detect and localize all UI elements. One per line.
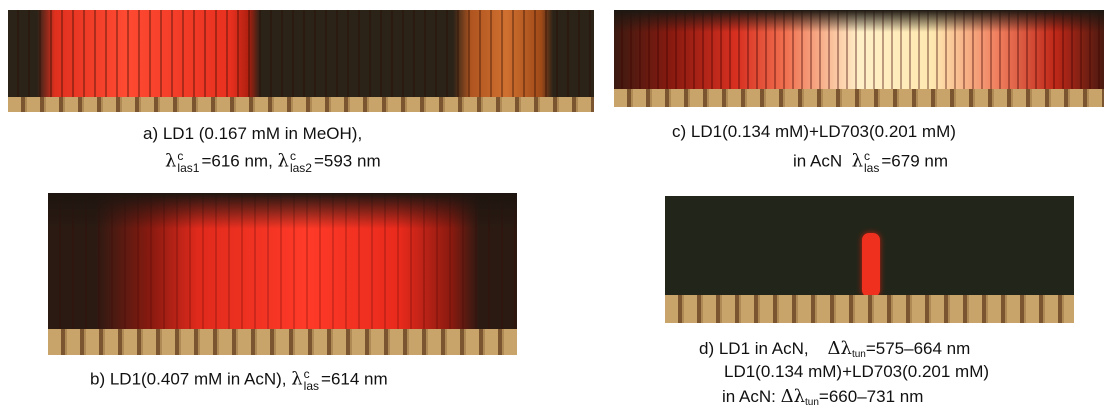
subscript: las bbox=[304, 380, 319, 392]
text: =616 nm, bbox=[201, 151, 272, 170]
subscript: las bbox=[864, 162, 879, 174]
text: =660–731 nm bbox=[819, 387, 923, 406]
subscript: las1 bbox=[177, 162, 199, 174]
caption-c-line1: c) LD1(0.134 mM)+LD703(0.201 mM) bbox=[672, 122, 956, 142]
caption-d-line1: d) LD1 in AcN, Δλtun=575–664 nm bbox=[699, 338, 970, 360]
caption-a-line1: a) LD1 (0.167 mM in MeOH), bbox=[143, 124, 362, 144]
text: =575–664 nm bbox=[866, 339, 970, 358]
symbol: λ bbox=[291, 368, 302, 389]
text: b) LD1(0.407 mM in AcN), bbox=[90, 369, 287, 388]
caption-d-line3: in AcN: Δλtun=660–731 nm bbox=[722, 386, 923, 408]
subscript: tun bbox=[852, 349, 866, 360]
laser-spot bbox=[862, 233, 880, 297]
text: d) LD1 in AcN, bbox=[699, 339, 809, 358]
caption-d-line2: LD1(0.134 mM)+LD703(0.201 mM) bbox=[724, 362, 989, 382]
text: in AcN bbox=[793, 151, 842, 170]
subscript: las2 bbox=[290, 162, 312, 174]
figure: a) LD1 (0.167 mM in MeOH), λclas1=616 nm… bbox=[0, 0, 1111, 409]
symbol: λ bbox=[165, 150, 176, 171]
symbol: λ bbox=[278, 150, 289, 171]
spectrum-image-b bbox=[48, 193, 517, 355]
symbol: λ bbox=[852, 150, 863, 171]
text: in AcN: bbox=[722, 387, 776, 406]
text: =593 nm bbox=[314, 151, 381, 170]
spectrum-image-c bbox=[614, 10, 1104, 107]
symbol: Δλ bbox=[781, 386, 805, 407]
text: =614 nm bbox=[321, 369, 388, 388]
spectrum-image-a bbox=[8, 10, 594, 112]
subscript: tun bbox=[805, 397, 819, 408]
spectrum-image-d bbox=[665, 196, 1074, 323]
symbol: Δλ bbox=[828, 338, 852, 359]
text: =679 nm bbox=[881, 151, 948, 170]
